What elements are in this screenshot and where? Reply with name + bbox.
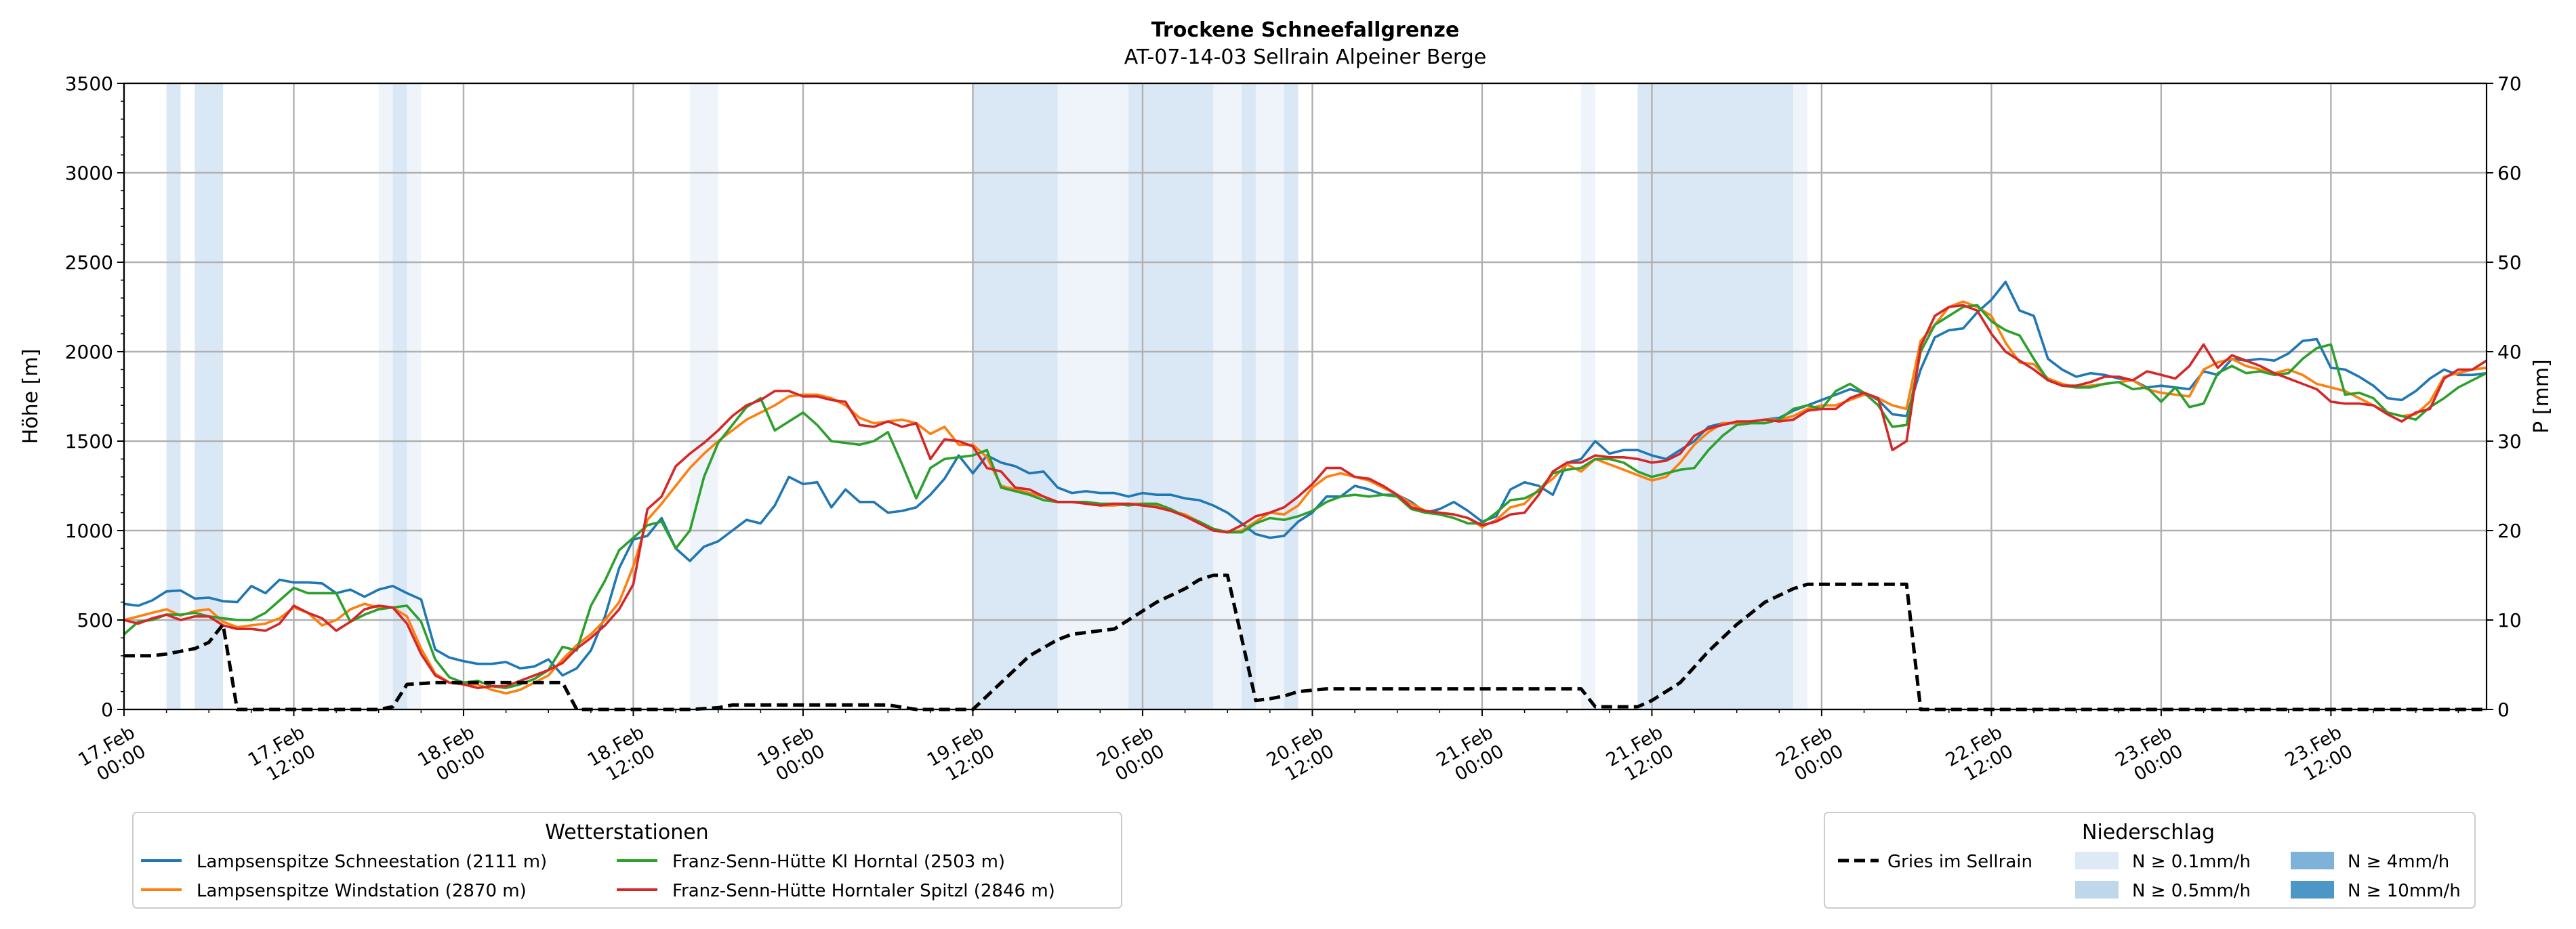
series-lines — [123, 281, 2487, 711]
grid — [123, 82, 2487, 711]
legend-stations-title: Wetterstationen — [545, 821, 708, 844]
y2-tick-label-0: 0 — [2497, 699, 2510, 721]
y2-axis: 0 10 20 30 40 50 60 70 — [2487, 73, 2522, 721]
precip-label-0: N ≥ 0.1mm/h — [2132, 852, 2251, 872]
series-line-2 — [123, 304, 2487, 690]
chart-title: Trockene Schneefallgrenze — [1151, 18, 1459, 42]
y-tick-label-1: 500 — [77, 609, 113, 632]
series-line-4 — [124, 573, 2487, 711]
precip-label-3: N ≥ 10mm/h — [2348, 881, 2461, 901]
y2-tick-label-5: 50 — [2497, 251, 2522, 274]
precip-swatch-2 — [2291, 852, 2334, 869]
precip-band-8 — [1128, 83, 1214, 709]
y2-tick-label-3: 30 — [2497, 430, 2522, 453]
legend-precip-title: Niederschlag — [2082, 821, 2215, 844]
y2-axis-label: P [mm] — [2530, 359, 2554, 433]
y-tick-label-3: 1500 — [65, 430, 113, 453]
y-tick-label-4: 2000 — [65, 341, 113, 363]
precip-band-7 — [1057, 83, 1129, 709]
legend-label-2: Lampsenspitze Windstation (2870 m) — [197, 881, 527, 901]
precip-band-1 — [195, 83, 224, 709]
legend-label-3: Franz-Senn-Hütte Horntaler Spitzl (2846 … — [672, 881, 1055, 901]
precip-swatch-1 — [2075, 881, 2119, 899]
precip-band-0 — [166, 83, 181, 709]
precip-bands — [166, 83, 1808, 709]
legend-precip: Niederschlag Gries im Sellrain N ≥ 0.1mm… — [1824, 812, 2476, 909]
series-line-0 — [123, 281, 2487, 677]
chart-subtitle: AT-07-14-03 Sellrain Alpeiner Berge — [1124, 45, 1486, 69]
precip-band-9 — [1213, 83, 1242, 709]
precip-band-2 — [378, 83, 393, 709]
precip-band-5 — [689, 83, 718, 709]
precip-band-3 — [392, 83, 407, 709]
precip-band-13 — [1581, 83, 1595, 709]
precip-swatch-0 — [2075, 852, 2119, 869]
y-tick-label-5: 2500 — [65, 251, 113, 274]
y2-tick-label-2: 20 — [2497, 520, 2522, 542]
y2-tick-label-6: 60 — [2497, 162, 2522, 184]
precip-label-1: N ≥ 0.5mm/h — [2132, 881, 2251, 901]
precip-band-12 — [1284, 83, 1299, 709]
legend-label-0: Lampsenspitze Schneestation (2111 m) — [197, 852, 547, 872]
y2-tick-label-7: 70 — [2497, 73, 2522, 95]
plot-frame — [123, 82, 2488, 711]
precip-label-2: N ≥ 4mm/h — [2348, 852, 2449, 872]
precip-band-6 — [973, 83, 1058, 709]
legend-stations: Wetterstationen Lampsenspitze Schneestat… — [132, 812, 1122, 909]
y-axis: 0 500 1000 1500 2000 2500 3000 3500 — [65, 73, 124, 721]
legend-label-1: Franz-Senn-Hütte Kl Horntal (2503 m) — [672, 852, 1005, 872]
precip-band-15 — [1793, 83, 1808, 709]
y-tick-label-7: 3500 — [65, 73, 113, 95]
y2-tick-label-1: 10 — [2497, 609, 2522, 632]
precip-band-4 — [407, 83, 422, 709]
y-tick-label-2: 1000 — [65, 520, 113, 542]
precip-swatch-3 — [2291, 881, 2334, 899]
precip-band-14 — [1637, 83, 1794, 709]
y-tick-label-6: 3000 — [65, 162, 113, 184]
series-line-1 — [123, 300, 2487, 695]
legend-gries-label: Gries im Sellrain — [1887, 852, 2032, 872]
y2-tick-label-4: 40 — [2497, 341, 2522, 363]
y-tick-label-0: 0 — [101, 699, 113, 721]
precip-band-11 — [1255, 83, 1284, 709]
y-axis-label: Höhe [m] — [19, 349, 43, 445]
precip-band-10 — [1242, 83, 1256, 709]
